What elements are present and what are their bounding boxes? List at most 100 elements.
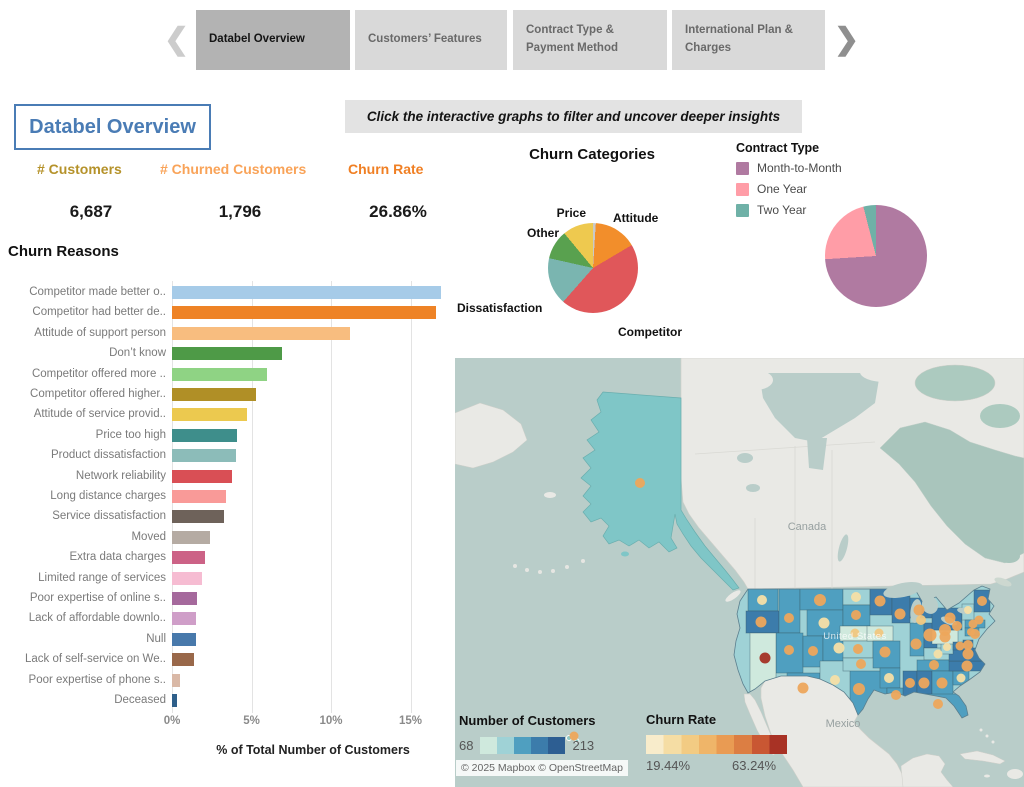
- bar[interactable]: [172, 428, 238, 442]
- churn-rate-dot[interactable]: [963, 640, 973, 650]
- bar[interactable]: [172, 388, 257, 401]
- legend-item[interactable]: Month-to-Month: [736, 161, 842, 175]
- churn-rate-dot[interactable]: [905, 678, 915, 688]
- next-tab-chevron-icon[interactable]: ❯: [834, 23, 860, 56]
- legend-item[interactable]: Two Year: [736, 203, 842, 217]
- usa-outline: [733, 585, 996, 719]
- churn-rate-dot[interactable]: [757, 595, 767, 605]
- province-borders: [754, 446, 833, 589]
- churn-rate-dot[interactable]: [850, 628, 860, 638]
- churn-rate-dot[interactable]: [964, 606, 972, 614]
- churn-rate-dot[interactable]: [952, 621, 962, 631]
- churn-rate-dot[interactable]: [894, 608, 906, 620]
- page-title-box: Databel Overview: [14, 104, 211, 150]
- churn-rate-dot[interactable]: [939, 631, 951, 643]
- bar-row-label: Deceased: [114, 694, 166, 706]
- bar-row-label: Don’t know: [109, 347, 166, 360]
- churn-rate-dot[interactable]: [936, 677, 948, 689]
- state-shape-ID[interactable]: [778, 588, 801, 634]
- churn-rate-dot[interactable]: [943, 643, 951, 651]
- churn-rate-dot[interactable]: [913, 604, 925, 616]
- bar[interactable]: [172, 571, 203, 585]
- tab-label: Customers’ Features: [368, 33, 482, 46]
- bar-row: Don’t know: [2, 345, 455, 365]
- tab-databel-overview[interactable]: Databel Overview: [196, 10, 350, 70]
- churn-rate-dot[interactable]: [962, 648, 974, 660]
- tab-contract-type-payment[interactable]: Contract Type & Payment Method: [513, 10, 667, 70]
- churn-rate-dot[interactable]: [891, 690, 901, 700]
- contract-type-pie[interactable]: [825, 205, 927, 307]
- churn-rate-dot[interactable]: [879, 646, 891, 658]
- canada-landmass: [680, 358, 1024, 590]
- churn-rate-dot[interactable]: [923, 628, 937, 642]
- churn-rate-dot[interactable]: [933, 699, 943, 709]
- legend-swatch: [736, 182, 749, 196]
- legend-item[interactable]: One Year: [736, 182, 842, 196]
- churn-rate-dot[interactable]: [910, 638, 922, 650]
- us-churn-map[interactable]: Canada Mexico United States Number of Cu…: [455, 358, 1024, 787]
- churn-rate-dot[interactable]: [933, 649, 943, 659]
- cuba: [959, 750, 1006, 765]
- bar-row: Competitor offered more ..: [2, 366, 455, 386]
- bar[interactable]: [172, 306, 436, 320]
- churn-rate-dot[interactable]: [851, 610, 861, 620]
- churn-rate-dot[interactable]: [974, 615, 984, 625]
- churn-rate-dot[interactable]: [874, 595, 886, 607]
- tab-international-plan[interactable]: International Plan & Charges: [672, 10, 825, 70]
- churn-rate-dot[interactable]: [853, 683, 865, 695]
- churn-rate-dot[interactable]: [916, 615, 926, 625]
- churn-rate-dot[interactable]: [797, 682, 809, 694]
- bar[interactable]: [172, 347, 282, 361]
- bar[interactable]: [172, 490, 227, 503]
- bar[interactable]: [172, 408, 247, 422]
- churn-rate-dot[interactable]: [784, 613, 794, 623]
- legend-swatch: [736, 161, 749, 175]
- bar-row-label: Network reliability: [75, 469, 166, 482]
- churn-rate-dot[interactable]: [853, 644, 863, 654]
- alaska-state[interactable]: [580, 391, 740, 591]
- bar[interactable]: [172, 632, 196, 646]
- churn-rate-dot[interactable]: [784, 645, 794, 655]
- contract-type-legend-title: Contract Type: [736, 141, 820, 155]
- bar[interactable]: [172, 286, 441, 299]
- churn-rate-dot[interactable]: [833, 642, 845, 654]
- churn-rate-dot[interactable]: [635, 478, 645, 488]
- churn-rate-dot[interactable]: [961, 660, 973, 672]
- churn-rate-dot[interactable]: [977, 596, 987, 606]
- tab-customers-features[interactable]: Customers’ Features: [355, 10, 507, 70]
- bar[interactable]: [172, 530, 211, 544]
- bar[interactable]: [172, 592, 198, 605]
- bar[interactable]: [172, 449, 236, 463]
- bar[interactable]: [172, 367, 268, 381]
- churn-rate-dot[interactable]: [929, 660, 939, 670]
- churn-rate-dot[interactable]: [956, 673, 966, 683]
- churn-rate-dot[interactable]: [944, 612, 956, 624]
- churn-rate-dot[interactable]: [569, 731, 579, 741]
- churn-rate-dot[interactable]: [955, 641, 965, 651]
- bar[interactable]: [172, 469, 233, 483]
- churn-rate-dot[interactable]: [814, 594, 826, 606]
- churn-rate-dot[interactable]: [818, 617, 830, 629]
- bar[interactable]: [172, 694, 177, 707]
- bar[interactable]: [172, 653, 195, 667]
- churn-categories-pie[interactable]: [548, 223, 638, 313]
- churn-rate-dot[interactable]: [755, 616, 767, 628]
- churn-rate-dot[interactable]: [808, 646, 818, 656]
- prev-tab-chevron-icon[interactable]: ❮: [164, 23, 190, 56]
- churn-rate-dot[interactable]: [759, 652, 771, 664]
- bar[interactable]: [172, 326, 351, 340]
- bar[interactable]: [172, 551, 206, 565]
- bar-row-label: Extra data charges: [69, 551, 166, 564]
- bar[interactable]: [172, 612, 196, 626]
- bar-row-label: Competitor had better de..: [32, 306, 166, 319]
- churn-rate-dot[interactable]: [851, 592, 861, 602]
- churn-rate-dot[interactable]: [970, 629, 980, 639]
- churn-rate-dot[interactable]: [874, 628, 884, 638]
- bar[interactable]: [172, 510, 225, 524]
- kpi-churned-value: 1,796: [218, 202, 262, 221]
- churn-rate-dot[interactable]: [918, 677, 930, 689]
- churn-rate-dot[interactable]: [884, 673, 894, 683]
- churn-rate-dot[interactable]: [856, 659, 866, 669]
- bar[interactable]: [172, 673, 180, 687]
- churn-rate-dot[interactable]: [830, 675, 840, 685]
